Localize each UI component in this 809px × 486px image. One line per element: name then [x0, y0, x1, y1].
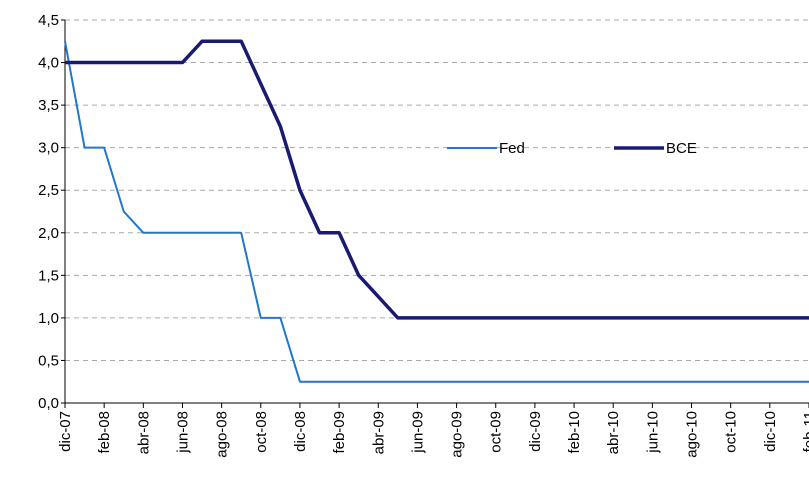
x-tick-label: dic-07 [57, 411, 74, 452]
x-tick-label: jun-09 [409, 411, 426, 454]
x-tick-label: jun-10 [644, 411, 661, 454]
x-tick-label: oct-08 [253, 411, 270, 453]
x-tick-label: dic-08 [292, 411, 309, 452]
x-tick-label: abr-08 [135, 411, 152, 454]
x-tick-label: abr-10 [605, 411, 622, 454]
series-line [65, 39, 809, 320]
x-tick-label: feb-08 [96, 411, 113, 454]
y-tick-label: 2,0 [38, 225, 59, 242]
x-tick-label: dic-09 [527, 411, 544, 452]
y-tick-label: 2,5 [38, 182, 59, 199]
y-tick-label: 4,5 [38, 12, 59, 29]
legend-label: Fed [499, 140, 525, 157]
y-tick-label: 0,5 [38, 352, 59, 369]
x-tick-label: ago-10 [684, 411, 701, 458]
y-tick-label: 0,0 [38, 395, 59, 412]
x-tick-label: abr-09 [370, 411, 387, 454]
x-tick-label: oct-09 [488, 411, 505, 453]
x-tick-label: feb-10 [566, 411, 583, 454]
series-line [64, 41, 809, 383]
x-tick-label: ago-08 [214, 411, 231, 458]
x-tick-label: jun-08 [174, 411, 191, 454]
y-tick-label: 1,0 [38, 310, 59, 327]
x-tick-label: feb-09 [331, 411, 348, 454]
x-tick-label: oct-10 [723, 411, 740, 453]
legend-label: BCE [666, 140, 697, 157]
x-tick-label: dic-10 [762, 411, 779, 452]
x-tick-label: feb-11 [801, 411, 809, 452]
y-tick-label: 3,5 [38, 97, 59, 114]
y-tick-label: 4,0 [38, 55, 59, 72]
y-tick-label: 3,0 [38, 140, 59, 157]
y-tick-label: 1,5 [38, 267, 59, 284]
x-tick-label: ago-09 [449, 411, 466, 458]
